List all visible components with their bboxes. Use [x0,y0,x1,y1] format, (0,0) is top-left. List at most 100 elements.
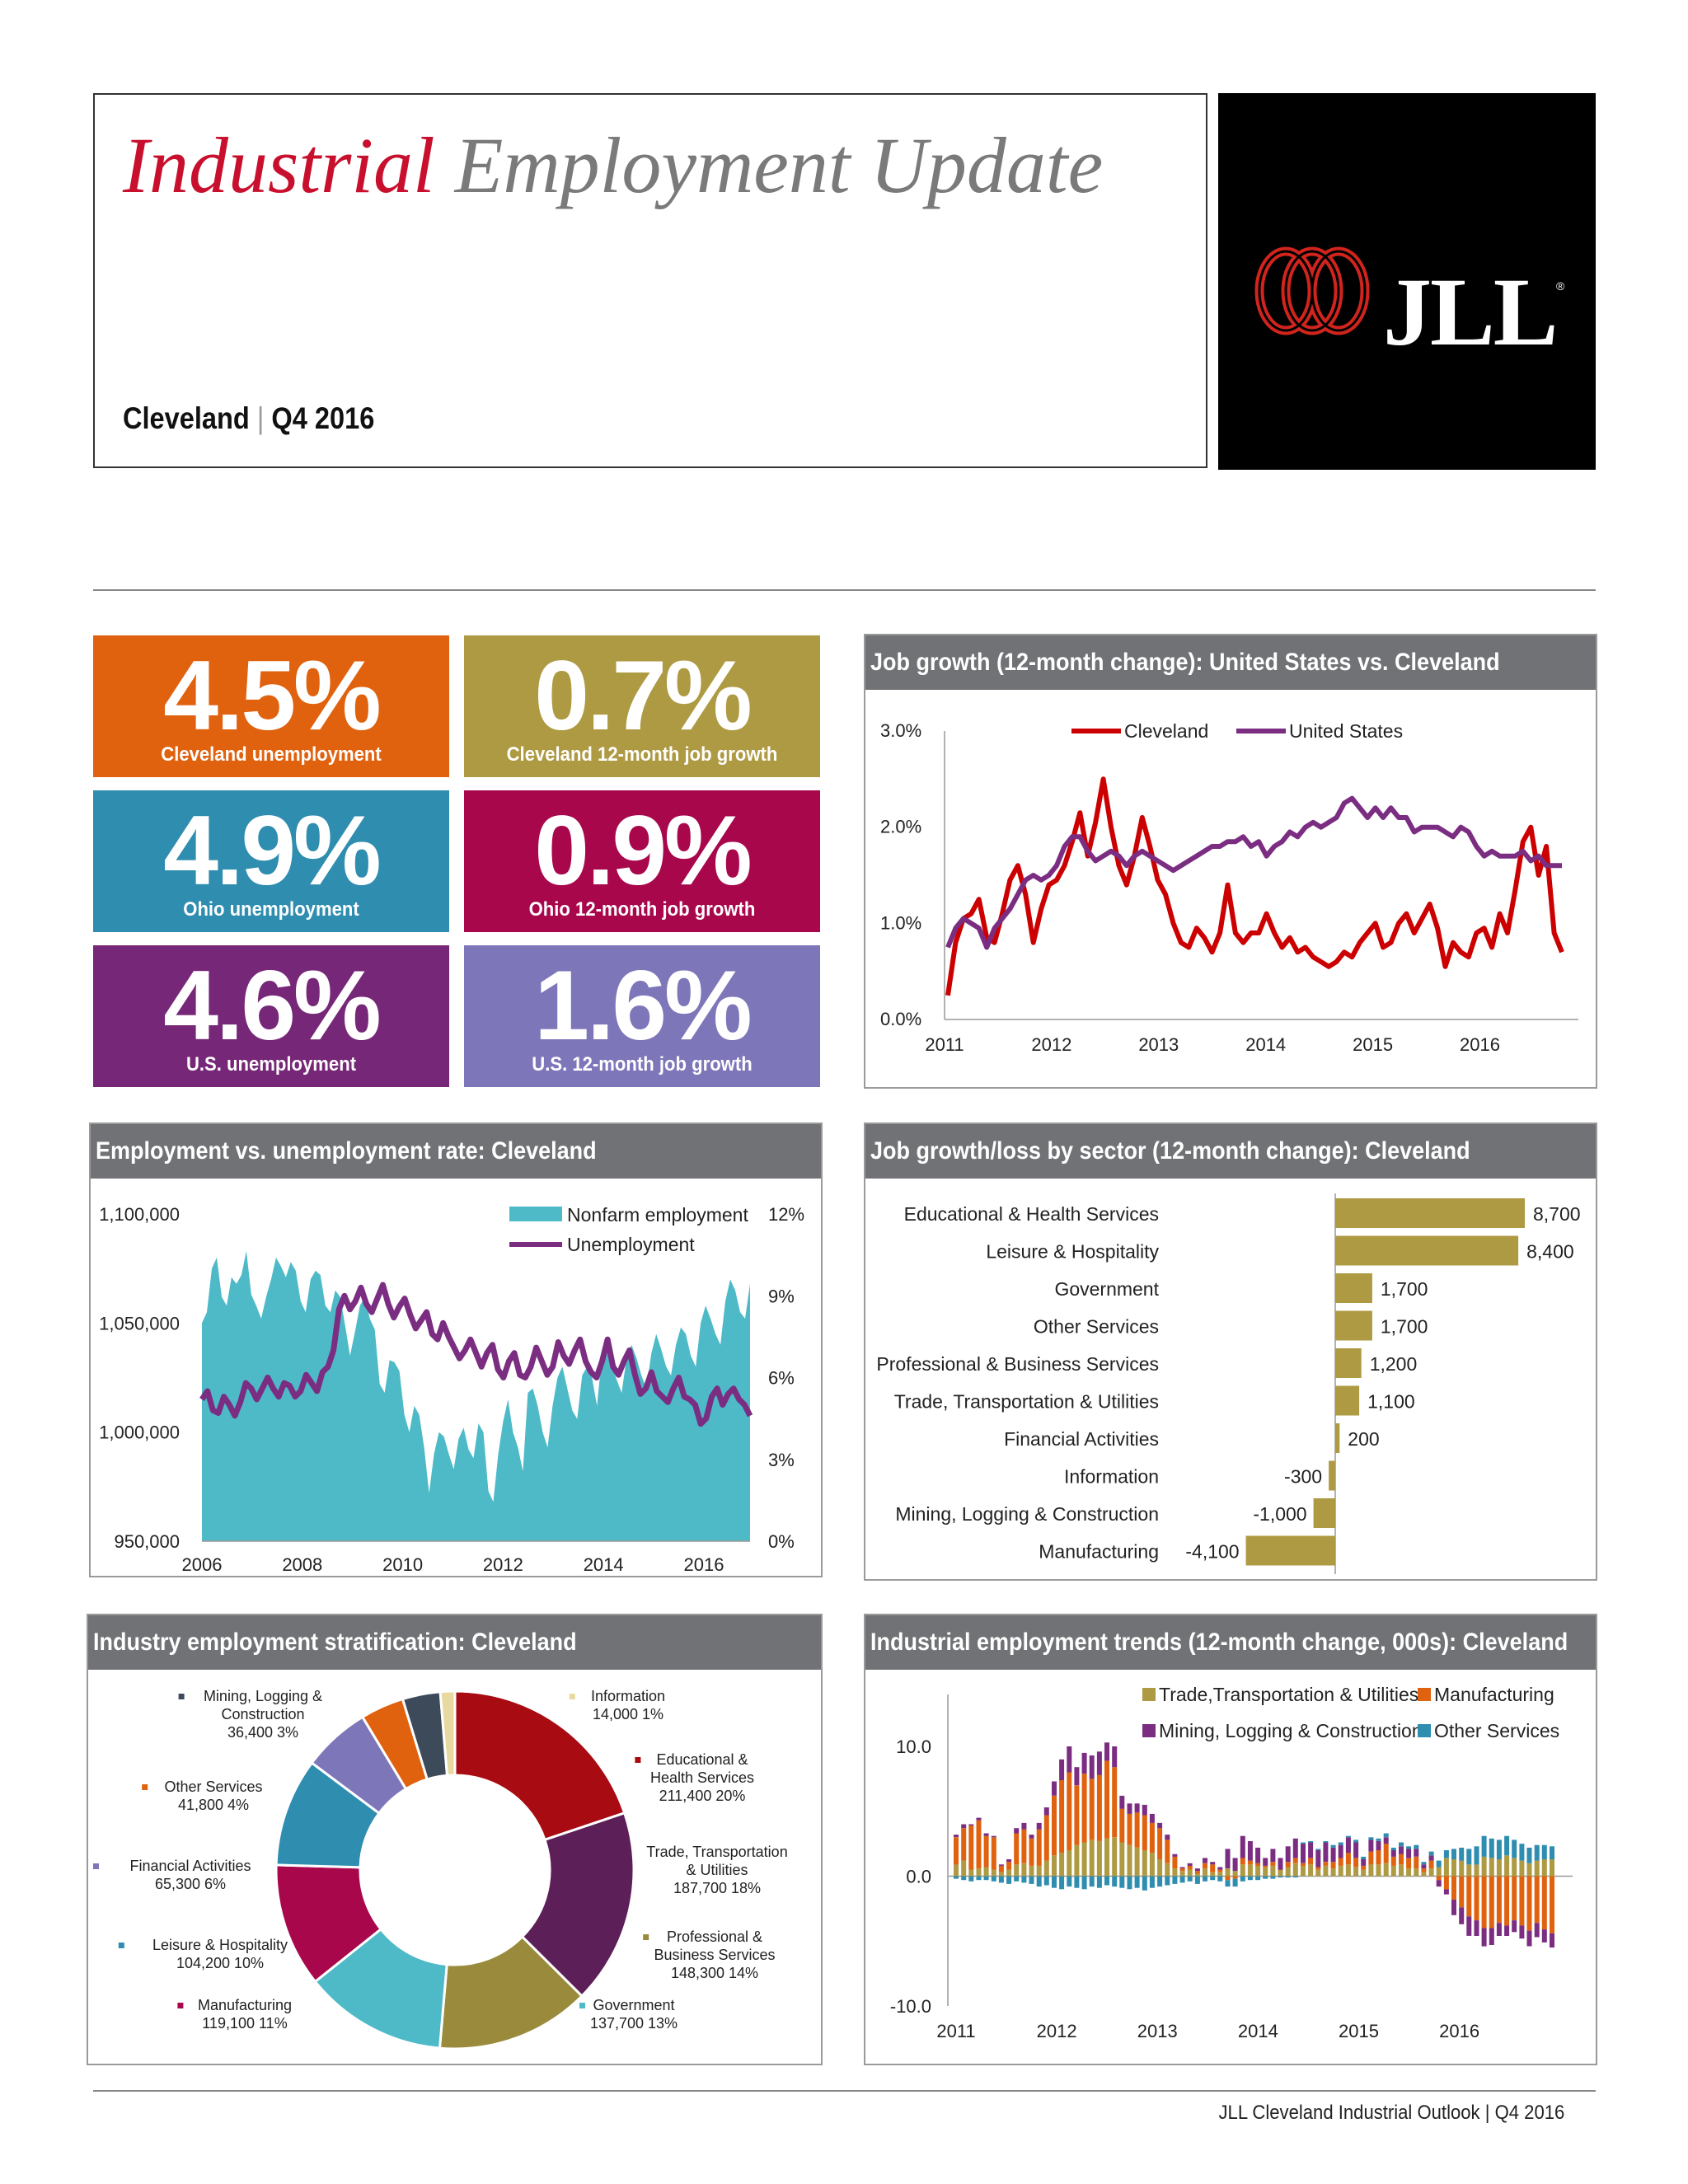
trend-bar-segment [1399,1854,1404,1865]
legend-swatch [1418,1688,1431,1701]
sector-bar [1335,1235,1519,1266]
sector-panel: Job growth/loss by sector (12-month chan… [864,1122,1597,1581]
page-title: Industrial Employment Update [123,120,1103,211]
sector-category-label: Other Services [1034,1316,1159,1338]
trend-bar-segment [1436,1880,1442,1887]
trend-bar-segment [1428,1855,1434,1861]
trend-bar-segment [1270,1862,1276,1866]
trend-bar-segment [1451,1859,1456,1877]
trend-bar-segment [1353,1867,1359,1877]
trend-bar-segment [1157,1828,1163,1859]
trend-bar-segment [1323,1862,1329,1866]
trend-bar-segment [1119,1795,1125,1809]
x-tick-label: 2010 [382,1554,423,1575]
sector-value-label: -4,100 [1185,1541,1239,1563]
trend-bar-segment [1550,1846,1554,1860]
trend-bar-segment [1526,1876,1532,1931]
slice-label: Educational & [656,1751,748,1768]
trend-bar-segment [1504,1855,1510,1877]
trend-bar-segment [1459,1860,1465,1877]
trend-bar-segment [1142,1850,1147,1877]
stat-value: 1.6% [534,950,753,1061]
trend-bar-segment [1451,1876,1456,1900]
trend-bar-segment [1194,1871,1200,1874]
trend-bar-segment [1165,1876,1170,1886]
trend-bar-segment [1368,1851,1374,1865]
trend-bar-segment [1285,1867,1291,1877]
trend-bar-segment [1157,1822,1163,1829]
jll-logo: JLL ® [1218,93,1596,470]
sector-category-label: Government [1054,1278,1159,1300]
sector-value-label: -1,000 [1253,1503,1306,1525]
slice-label: Government [593,1997,674,2013]
trend-bar-segment [1112,1837,1118,1877]
trend-bar-segment [1240,1876,1245,1882]
trend-bar-segment [1194,1873,1200,1877]
trend-bar-segment [1089,1840,1095,1877]
trend-bar-segment [1406,1868,1412,1877]
trend-bar-segment [1165,1835,1170,1840]
trend-bar-segment [1345,1837,1351,1854]
trend-bar-segment [1474,1876,1479,1921]
legend-marker [643,1934,649,1940]
trend-bar-segment [1149,1813,1155,1823]
trend-bar-segment [1052,1795,1057,1856]
panel-title-text: Industrial employment trends (12-month c… [870,1629,1568,1656]
legend-swatch [1142,1724,1156,1737]
trend-bar-segment [1036,1829,1042,1866]
footer-text: JLL Cleveland Industrial Outlook | Q4 20… [1218,2102,1564,2124]
trend-bar-segment [1210,1876,1216,1881]
trend-bar-segment [1361,1859,1367,1866]
stat-value: 0.7% [534,640,753,751]
trend-bar-segment [1406,1846,1412,1849]
trend-bar-segment [1383,1863,1389,1877]
trend-bar-segment [1081,1774,1087,1843]
trend-bar-segment [1361,1865,1367,1870]
slice-label: Business Services [654,1947,775,1963]
trend-bar-segment [1519,1860,1525,1877]
panel-title-text: Job growth (12-month change): United Sta… [870,649,1500,676]
trend-bar-segment [991,1837,996,1870]
trend-bar-segment [1459,1847,1465,1861]
trend-bar-segment [1278,1876,1283,1878]
trend-bar-segment [1029,1838,1034,1866]
panel-title-text: Industry employment stratification: Clev… [93,1629,577,1656]
trend-bar-segment [983,1833,989,1836]
legend-marker [93,1863,99,1869]
trend-bar-segment [961,1824,967,1829]
trend-bar-segment [1179,1871,1185,1877]
trend-bar-segment [1104,1760,1109,1839]
trend-bar-segment [1428,1860,1434,1868]
sector-value-label: 8,700 [1533,1203,1581,1225]
trend-bar-segment [1399,1864,1404,1877]
legend-label: Mining, Logging & Construction [1159,1720,1423,1741]
panel-title: Industrial employment trends (12-month c… [865,1615,1596,1670]
sector-value-label: 1,100 [1367,1391,1415,1413]
trend-bar-segment [1301,1844,1306,1863]
trend-bar-segment [1263,1867,1268,1877]
trend-bar-segment [1315,1849,1321,1850]
sector-bar [1335,1348,1362,1378]
trend-bar-segment [1187,1863,1193,1866]
trend-bar-segment [976,1868,982,1877]
title-rest: Employment Update [454,121,1104,209]
sector-value-label: 200 [1348,1428,1379,1450]
trend-bar-segment [1330,1847,1336,1863]
panel-title-text: Employment vs. unemployment rate: Clevel… [96,1137,597,1165]
trend-bar-segment [983,1867,989,1877]
trend-bar-segment [1263,1865,1268,1868]
trend-bar-segment [1067,1746,1072,1773]
stat-label: U.S. unemployment [185,1053,357,1076]
trend-bar-segment [1414,1856,1419,1869]
trend-bar-segment [1149,1876,1155,1888]
trend-bar-segment [1353,1842,1359,1858]
trend-bar-segment [1240,1864,1245,1877]
trend-bar-segment [1127,1803,1132,1814]
trend-bar-segment [1504,1876,1510,1926]
y-tick-label-left: 1,100,000 [99,1204,180,1225]
legend-marker [178,1694,185,1699]
trend-bar-segment [1255,1876,1261,1881]
trend-bar-segment [1459,1907,1465,1924]
trend-bar-segment [1021,1829,1027,1863]
trend-bar-segment [1383,1837,1389,1844]
